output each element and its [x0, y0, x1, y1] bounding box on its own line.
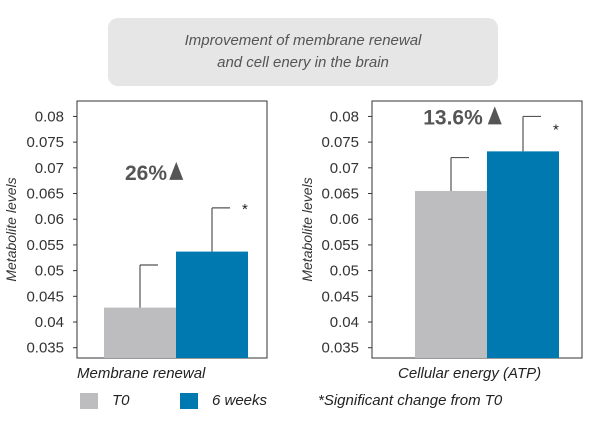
legend-swatch-t0 [80, 392, 98, 409]
y-tick-label: 0.045 [26, 288, 64, 305]
legend-item-six-weeks: 6 weeks [180, 392, 267, 409]
significance-star: * [242, 201, 248, 218]
legend-swatch-six-weeks [180, 392, 198, 409]
y-tick-label: 0.08 [330, 108, 359, 125]
increase-arrow-icon [487, 106, 502, 125]
y-tick-label: 0.05 [35, 263, 64, 280]
percent-change-label: 13.6% [423, 106, 483, 129]
y-tick-label: 0.035 [321, 340, 359, 357]
bar-six-weeks [487, 151, 559, 358]
bar-six-weeks [176, 251, 248, 358]
y-tick-label: 0.055 [26, 237, 64, 254]
y-tick-label: 0.065 [321, 186, 359, 203]
y-tick-label: 0.075 [321, 134, 359, 151]
y-tick-label: 0.04 [35, 314, 64, 331]
significance-star: * [553, 121, 559, 138]
significance-note: *Significant change from T0 [318, 392, 503, 409]
x-axis-label: Membrane renewal [77, 365, 206, 382]
chart-panel-1: 0.08 0.075 0.07 0.065 0.06 0.055 0.05 0.045 0.04… [3, 100, 268, 382]
increase-arrow-icon [169, 161, 184, 180]
chart-title-line-1: Improvement of membrane renewal [184, 32, 422, 49]
bar-t0 [104, 307, 176, 358]
legend-note: *Significant change from T0 [318, 392, 502, 409]
y-tick-label: 0.055 [321, 237, 359, 254]
legend-label-six-weeks: 6 weeks [212, 392, 268, 409]
y-tick-label: 0.07 [35, 160, 64, 177]
y-tick-label: 0.075 [26, 134, 64, 151]
y-tick-label: 0.05 [330, 263, 359, 280]
y-tick-label: 0.07 [330, 160, 359, 177]
x-axis-label: Cellular energy (ATP) [398, 365, 541, 382]
chart-title-line-2: and cell enery in the brain [217, 54, 389, 71]
bar-t0 [415, 190, 487, 358]
percent-change-label: 26% [125, 162, 167, 185]
legend-label-t0: T0 [112, 392, 130, 409]
y-tick-label: 0.06 [35, 211, 64, 228]
y-tick-label: 0.035 [26, 340, 64, 357]
chart-title-box: Improvement of membrane renewal and cell… [108, 18, 498, 86]
chart-panel-2: 0.08 0.075 0.07 0.065 0.06 0.055 0.05 0.045 0.04… [299, 100, 583, 382]
y-tick-label: 0.045 [321, 288, 359, 305]
y-tick-label: 0.04 [330, 314, 359, 331]
y-tick-label: 0.06 [330, 211, 359, 228]
legend-item-t0: T0 [80, 392, 130, 409]
y-tick-label: 0.08 [35, 108, 64, 125]
y-axis-label: Metabolite levels [299, 177, 315, 281]
y-tick-label: 0.065 [26, 186, 64, 203]
y-axis-label: Metabolite levels [3, 177, 19, 281]
